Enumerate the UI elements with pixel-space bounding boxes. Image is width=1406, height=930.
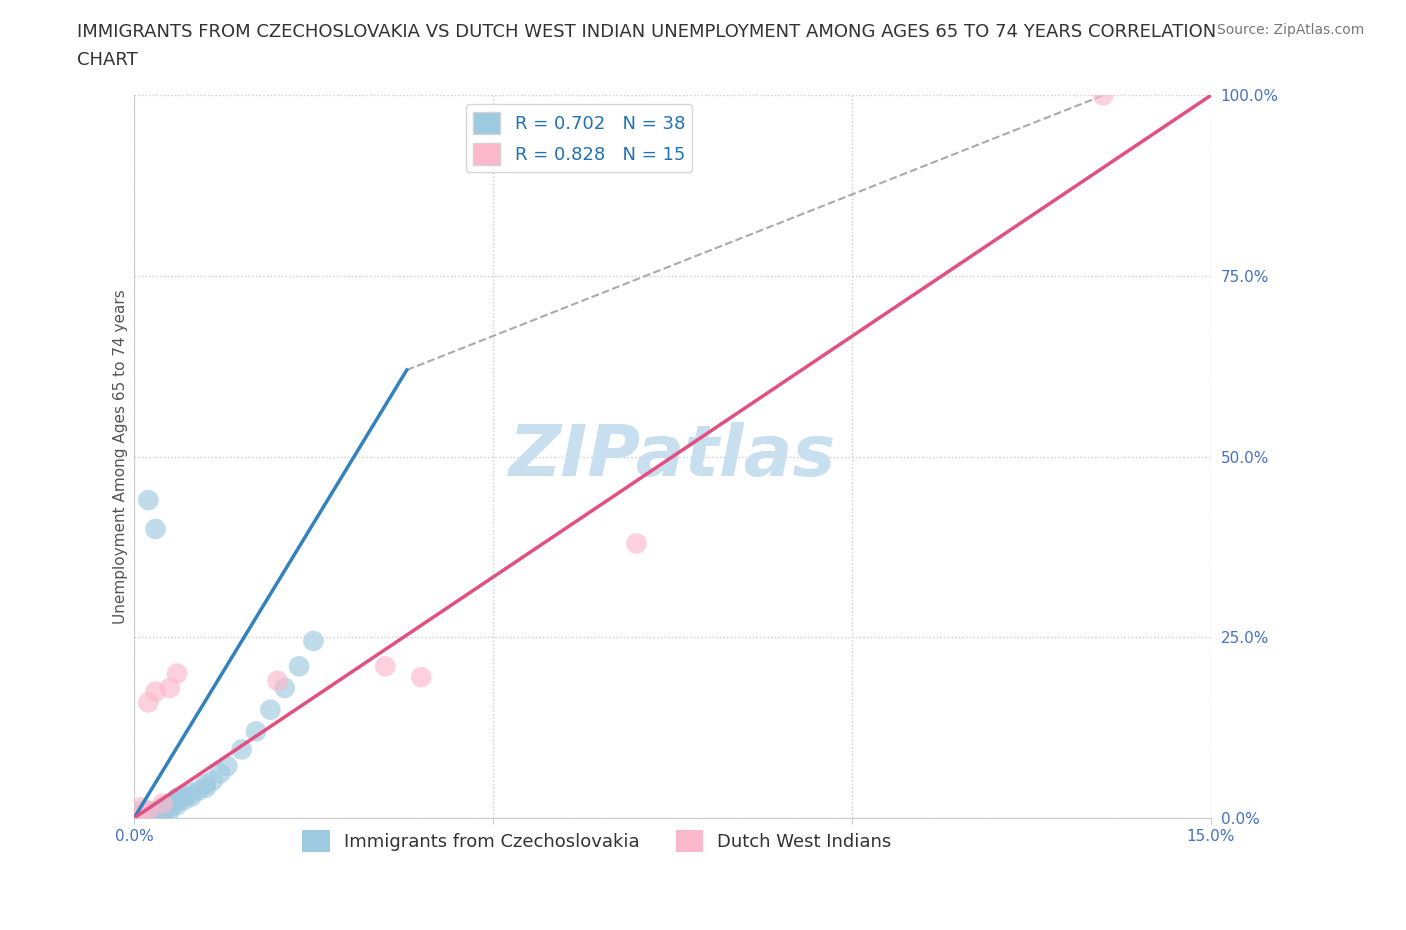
Point <box>173 792 195 807</box>
Point <box>145 811 167 826</box>
Point <box>145 804 167 818</box>
Legend: Immigrants from Czechoslovakia, Dutch West Indians: Immigrants from Czechoslovakia, Dutch We… <box>295 823 898 859</box>
Point <box>138 811 160 826</box>
Point <box>159 804 181 818</box>
Point <box>166 790 188 805</box>
Point <box>217 759 239 774</box>
Point <box>138 695 160 710</box>
Text: ZIPatlas: ZIPatlas <box>509 422 837 491</box>
Point <box>201 773 224 788</box>
Point <box>138 807 160 822</box>
Point <box>626 536 648 551</box>
Point <box>166 666 188 681</box>
Point <box>122 809 145 824</box>
Point <box>159 796 181 811</box>
Point <box>194 777 217 791</box>
Point <box>173 789 195 804</box>
Point <box>152 804 174 818</box>
Point <box>159 681 181 696</box>
Point <box>138 804 160 818</box>
Text: IMMIGRANTS FROM CZECHOSLOVAKIA VS DUTCH WEST INDIAN UNEMPLOYMENT AMONG AGES 65 T: IMMIGRANTS FROM CZECHOSLOVAKIA VS DUTCH … <box>77 23 1216 41</box>
Point <box>180 789 202 804</box>
Point <box>187 783 209 798</box>
Point <box>274 681 297 696</box>
Text: CHART: CHART <box>77 51 138 69</box>
Point <box>231 742 253 757</box>
Point <box>152 796 174 811</box>
Point <box>145 684 167 699</box>
Point <box>411 670 433 684</box>
Point <box>245 724 267 738</box>
Point <box>180 785 202 800</box>
Point <box>302 633 325 648</box>
Point <box>1092 88 1115 103</box>
Point <box>122 811 145 826</box>
Point <box>122 811 145 826</box>
Point <box>152 807 174 822</box>
Point <box>209 765 232 780</box>
Y-axis label: Unemployment Among Ages 65 to 74 years: Unemployment Among Ages 65 to 74 years <box>114 289 128 624</box>
Point <box>266 673 288 688</box>
Point <box>145 807 167 822</box>
Point <box>129 800 152 815</box>
Point <box>166 798 188 813</box>
Text: Source: ZipAtlas.com: Source: ZipAtlas.com <box>1216 23 1364 37</box>
Point <box>129 811 152 826</box>
Point <box>194 780 217 795</box>
Point <box>129 807 152 822</box>
Point <box>138 493 160 508</box>
Point <box>152 800 174 815</box>
Point <box>288 658 311 673</box>
Point <box>259 702 281 717</box>
Point <box>374 658 396 673</box>
Point <box>145 522 167 537</box>
Point <box>138 804 160 818</box>
Point <box>129 807 152 822</box>
Point <box>159 800 181 815</box>
Point <box>129 804 152 818</box>
Point <box>166 794 188 809</box>
